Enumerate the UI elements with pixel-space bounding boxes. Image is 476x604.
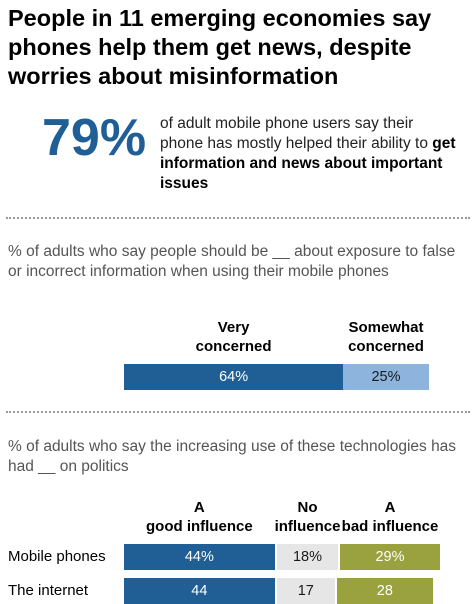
divider-top bbox=[6, 217, 470, 219]
legend-a-good-influence: A good influence bbox=[146, 499, 253, 535]
legend-a-bad-influence: A bad influence bbox=[341, 499, 439, 535]
bar-segment: 17 bbox=[276, 578, 335, 604]
bar-segment: 44 bbox=[124, 578, 275, 604]
concern-subtitle: % of adults who say people should be __ … bbox=[8, 243, 456, 280]
bar-segment: 29% bbox=[340, 544, 440, 570]
highlight-text-bold: get information and news about important… bbox=[160, 135, 456, 192]
chart-title: People in 11 emerging economies say phon… bbox=[8, 5, 432, 89]
bar-segment: 44% bbox=[124, 544, 275, 570]
politics-subtitle: % of adults who say the increasing use o… bbox=[8, 438, 457, 475]
divider-middle bbox=[6, 411, 470, 413]
bar-segment: 25% bbox=[343, 364, 429, 390]
legend-very-concerned: Very concerned bbox=[195, 319, 272, 355]
legend-no-influence: No influence bbox=[274, 499, 341, 535]
row-label: Mobile phones bbox=[8, 548, 106, 565]
row-label: The internet bbox=[8, 582, 89, 599]
highlight-value: 79% bbox=[42, 109, 147, 167]
bar-segment: 18% bbox=[276, 544, 339, 570]
highlight-text-plain: of adult mobile phone users say their ph… bbox=[160, 115, 433, 152]
bar-segment: 28 bbox=[336, 578, 433, 604]
bar-segment: 64% bbox=[124, 364, 344, 390]
highlight-description: of adult mobile phone users say their ph… bbox=[160, 114, 460, 194]
legend-somewhat-concerned: Somewhat concerned bbox=[348, 319, 424, 355]
